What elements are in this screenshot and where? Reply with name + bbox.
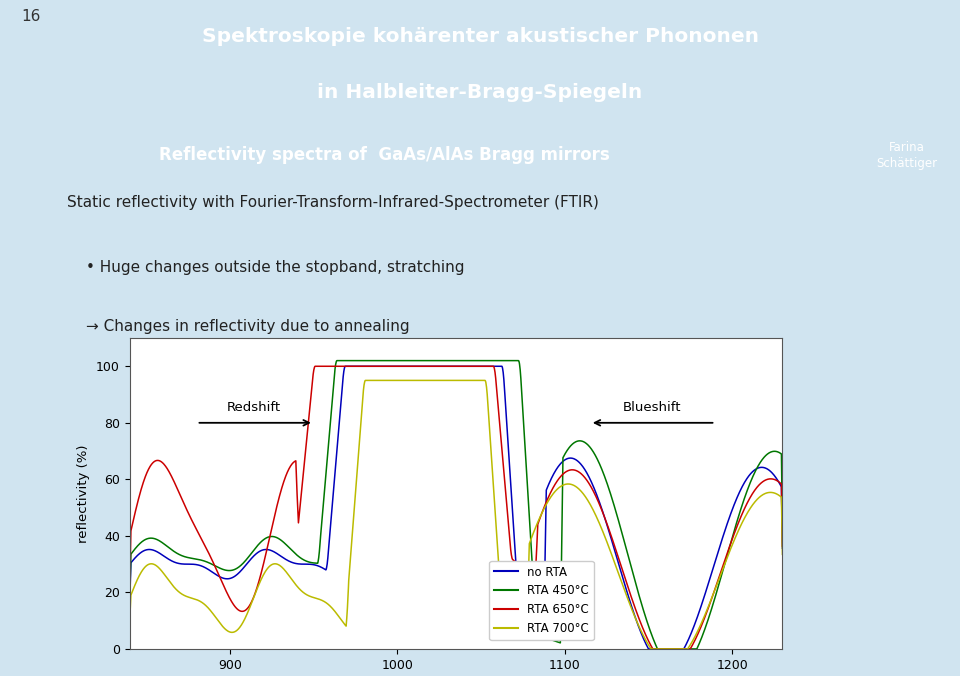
no RTA xyxy=(442,362,453,370)
RTA 650°C xyxy=(124,587,135,596)
no RTA xyxy=(124,602,135,610)
RTA 450°C xyxy=(331,356,343,364)
RTA 700°C xyxy=(157,569,169,577)
no RTA xyxy=(638,635,650,644)
no RTA xyxy=(424,362,436,370)
no RTA xyxy=(758,464,770,472)
no RTA xyxy=(157,552,169,560)
RTA 650°C xyxy=(758,477,770,485)
RTA 700°C xyxy=(424,377,436,385)
Text: in Halbleiter-Bragg-Spiegeln: in Halbleiter-Bragg-Spiegeln xyxy=(318,82,642,102)
RTA 450°C xyxy=(652,645,663,653)
Line: RTA 700°C: RTA 700°C xyxy=(130,381,782,649)
Text: Farina
Schättiger: Farina Schättiger xyxy=(876,141,938,170)
Text: Spektroskopie kohärenter akustischer Phononen: Spektroskopie kohärenter akustischer Pho… xyxy=(202,28,758,47)
RTA 650°C xyxy=(424,362,436,370)
RTA 450°C xyxy=(758,453,770,461)
Text: • Huge changes outside the stopband, stratching: • Huge changes outside the stopband, str… xyxy=(86,260,465,274)
RTA 450°C xyxy=(442,356,453,364)
RTA 700°C xyxy=(758,490,770,498)
Text: Redshift: Redshift xyxy=(227,402,280,414)
RTA 450°C xyxy=(758,454,770,462)
RTA 700°C xyxy=(360,377,372,385)
RTA 700°C xyxy=(442,377,453,385)
Text: Blueshift: Blueshift xyxy=(623,402,681,414)
RTA 700°C xyxy=(638,633,650,641)
no RTA xyxy=(340,362,351,370)
RTA 450°C xyxy=(777,523,788,531)
RTA 650°C xyxy=(777,542,788,550)
no RTA xyxy=(758,464,770,472)
RTA 650°C xyxy=(638,627,650,635)
RTA 450°C xyxy=(157,539,169,547)
Text: → Changes in reflectivity due to annealing: → Changes in reflectivity due to anneali… xyxy=(86,319,410,334)
RTA 650°C xyxy=(157,459,169,467)
RTA 450°C xyxy=(638,608,650,616)
RTA 700°C xyxy=(645,645,657,653)
Text: 16: 16 xyxy=(21,9,40,24)
Text: Reflectivity spectra of  GaAs/AlAs Bragg mirrors: Reflectivity spectra of GaAs/AlAs Bragg … xyxy=(158,146,610,164)
RTA 450°C xyxy=(424,356,436,364)
no RTA xyxy=(643,645,655,653)
RTA 700°C xyxy=(758,490,770,498)
Line: RTA 650°C: RTA 650°C xyxy=(130,366,782,649)
RTA 700°C xyxy=(124,619,135,627)
no RTA xyxy=(777,544,788,552)
RTA 650°C xyxy=(758,477,770,485)
Text: Static reflectivity with Fourier-Transform-Infrared-Spectrometer (FTIR): Static reflectivity with Fourier-Transfo… xyxy=(67,195,599,210)
RTA 650°C xyxy=(442,362,453,370)
Line: RTA 450°C: RTA 450°C xyxy=(130,360,782,649)
Legend: no RTA, RTA 450°C, RTA 650°C, RTA 700°C: no RTA, RTA 450°C, RTA 650°C, RTA 700°C xyxy=(490,561,593,640)
RTA 450°C xyxy=(124,598,135,606)
RTA 650°C xyxy=(647,645,659,653)
RTA 700°C xyxy=(777,550,788,558)
Line: no RTA: no RTA xyxy=(130,366,782,649)
RTA 650°C xyxy=(309,362,321,370)
Y-axis label: reflectivity (%): reflectivity (%) xyxy=(78,444,90,543)
